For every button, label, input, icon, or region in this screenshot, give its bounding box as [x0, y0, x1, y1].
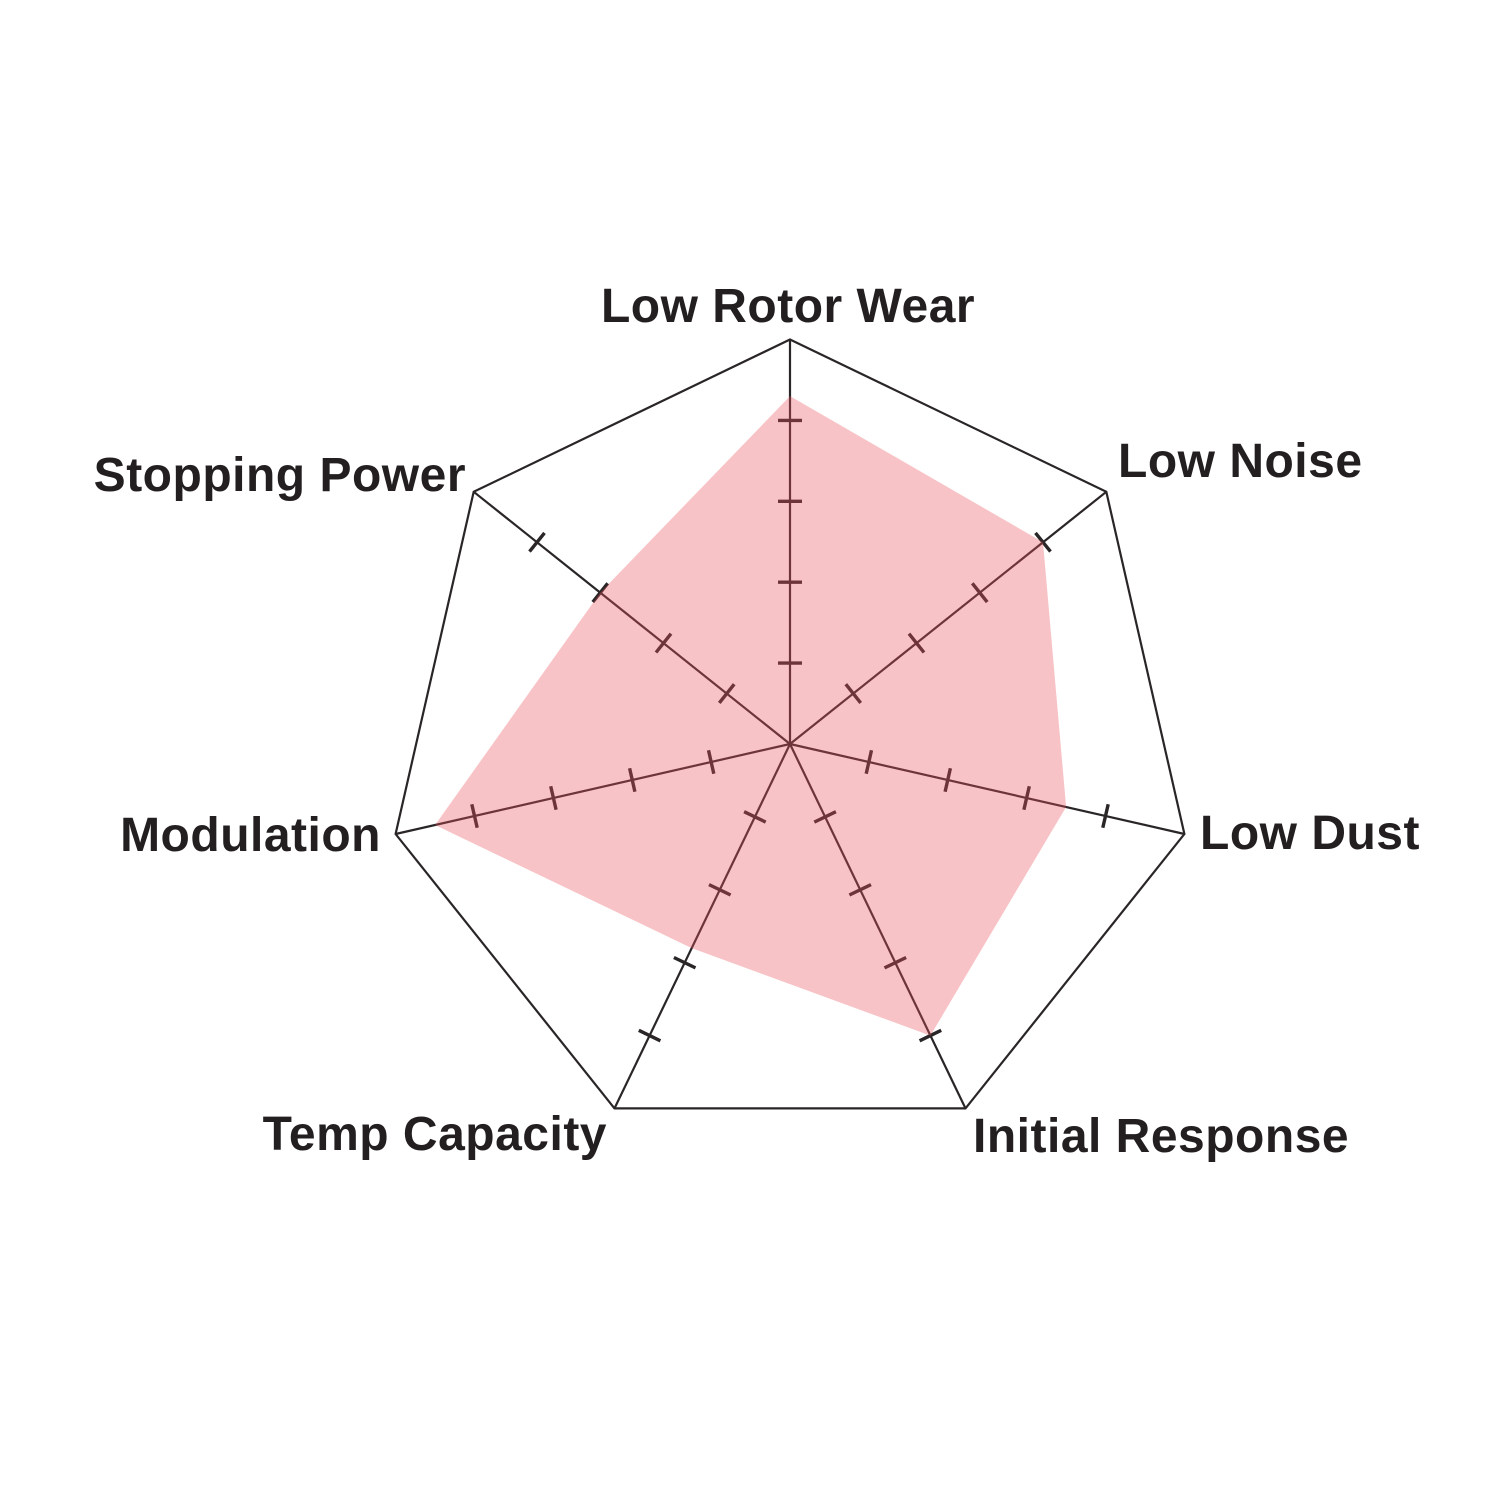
- radar-tick: [1101, 803, 1110, 829]
- axis-label-initial-response: Initial Response: [973, 1110, 1349, 1163]
- radar-tick: [918, 1028, 942, 1043]
- axis-label-modulation: Modulation: [120, 809, 381, 862]
- radar-series-area: [435, 396, 1067, 1036]
- radar-grid: [394, 338, 1186, 1110]
- radar-tick: [591, 582, 610, 604]
- radar-spoke: [789, 742, 1185, 836]
- radar-spoke: [789, 490, 1107, 745]
- radar-tick: [673, 955, 697, 970]
- axis-label-stopping-power: Stopping Power: [94, 449, 466, 502]
- radar-tick: [627, 767, 637, 793]
- axis-label-low-rotor-wear: Low Rotor Wear: [601, 280, 975, 333]
- axis-label-temp-capacity: Temp Capacity: [263, 1108, 607, 1161]
- radar-spoke: [395, 742, 791, 836]
- radar-axis-labels: Low Rotor Wear Low Noise Low Dust Initia…: [94, 280, 1420, 1163]
- radar-tick: [638, 1028, 662, 1043]
- radar-fill-polygon: [435, 396, 1067, 1036]
- radar-tick: [864, 749, 874, 775]
- radar-spoke: [473, 490, 791, 745]
- radar-spoke: [789, 743, 967, 1109]
- radar-tick: [844, 683, 863, 704]
- radar-tick: [717, 683, 736, 704]
- radar-outline: [394, 338, 1186, 1110]
- axis-label-low-noise: Low Noise: [1118, 435, 1363, 488]
- radar-tick: [848, 883, 872, 897]
- radar-tick: [813, 810, 837, 824]
- radar-tick: [549, 785, 558, 811]
- radar-spoke: [613, 743, 791, 1109]
- radar-tick: [706, 749, 716, 775]
- radar-tick: [970, 582, 989, 604]
- radar-tick: [1022, 785, 1031, 811]
- radar-tick: [743, 810, 767, 824]
- radar-tick: [907, 632, 926, 654]
- radar-tick: [883, 955, 907, 970]
- radar-tick: [708, 883, 732, 897]
- radar-tick: [943, 767, 953, 793]
- radar-tick: [470, 803, 479, 829]
- radar-tick: [1034, 531, 1052, 553]
- radar-tick: [654, 632, 673, 654]
- radar-tick: [528, 531, 546, 553]
- axis-label-low-dust: Low Dust: [1200, 807, 1420, 860]
